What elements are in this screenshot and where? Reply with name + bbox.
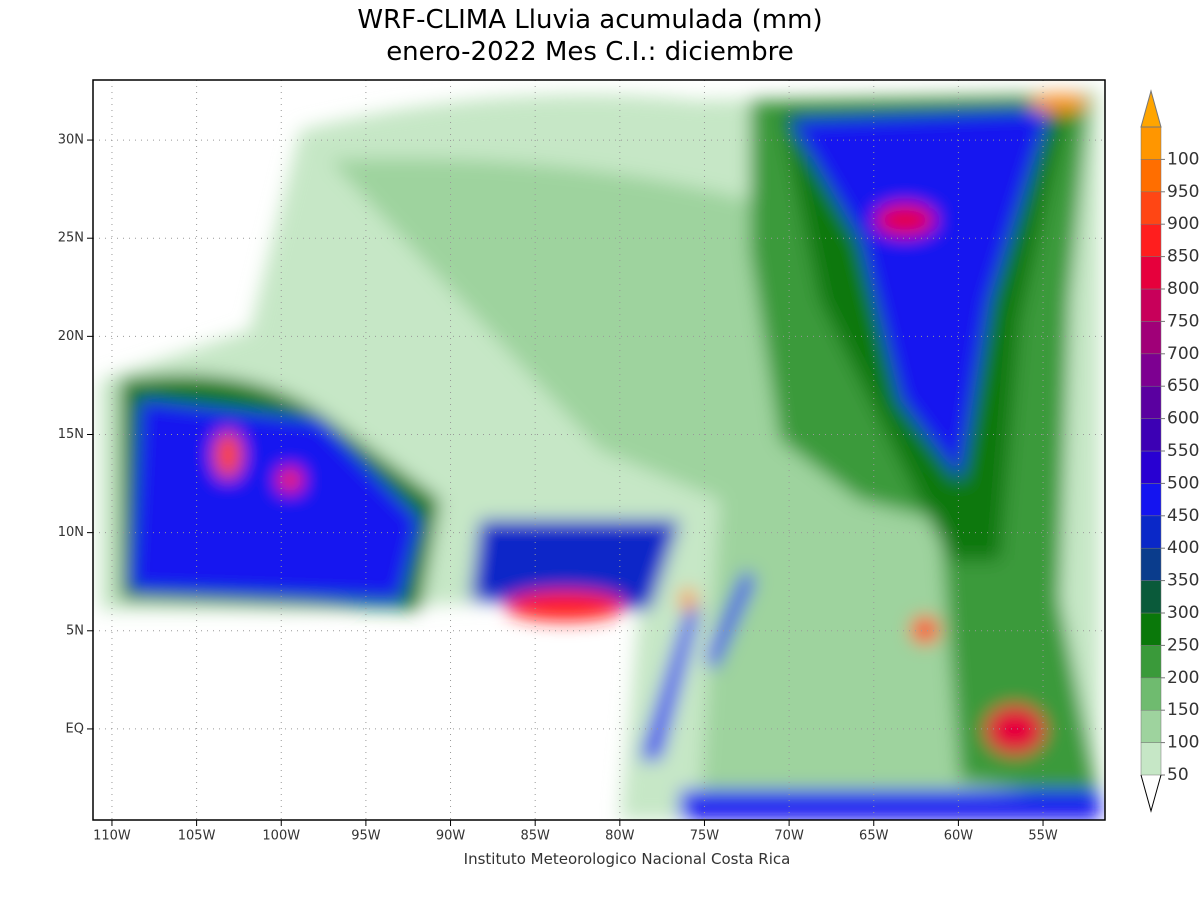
colorbar-box <box>1140 126 1162 160</box>
lat-tick-label: EQ <box>66 721 84 736</box>
colorbar-label: 500 <box>1167 473 1199 493</box>
colorbar-box <box>1140 353 1162 387</box>
lon-tick-label: 105W <box>178 829 216 844</box>
colorbar-label: 100 <box>1167 733 1199 753</box>
colorbar-label: 850 <box>1167 247 1199 267</box>
colorbar-under <box>1140 774 1162 813</box>
colorbar-label: 700 <box>1167 344 1199 364</box>
colorbar-box <box>1140 288 1162 322</box>
lon-tick-label: 90W <box>436 829 466 844</box>
lat-tick-label: 25N <box>58 231 84 246</box>
colorbar-box <box>1140 418 1162 452</box>
colorbar-label: 250 <box>1167 635 1199 655</box>
colorbar-label: 300 <box>1167 603 1199 623</box>
colorbar-label: 200 <box>1167 668 1199 688</box>
colorbar-over <box>1140 89 1162 128</box>
colorbar-label: 400 <box>1167 538 1199 558</box>
lat-tick-label: 10N <box>58 525 84 540</box>
colorbar-label: 50 <box>1167 765 1189 785</box>
colorbar-box <box>1140 709 1162 743</box>
lon-tick-label: 100W <box>262 829 300 844</box>
colorbar-box <box>1140 645 1162 679</box>
lon-tick-label: 80W <box>605 829 635 844</box>
colorbar-box <box>1140 677 1162 711</box>
colorbar-box <box>1140 223 1162 257</box>
colorbar-label: 950 <box>1167 182 1199 202</box>
graticule: 110W 105W 100W 95W 90W 85W 80W 75W 70W 65W 60W 55W E… <box>58 80 1105 844</box>
precip-field <box>93 80 1105 820</box>
colorbar-label: 450 <box>1167 506 1199 526</box>
colorbar-label: 800 <box>1167 279 1199 299</box>
lon-tick-label: 70W <box>774 829 804 844</box>
colorbar-box <box>1140 450 1162 484</box>
colorbar: 50 100 150 200 250 300 350 400 450 500 550 600 650 70… <box>1140 89 1200 813</box>
colorbar-box <box>1140 742 1162 776</box>
colorbar-label: 600 <box>1167 409 1199 429</box>
colorbar-label: 550 <box>1167 441 1199 461</box>
map-frame <box>92 79 1106 821</box>
colorbar-box <box>1140 321 1162 355</box>
lon-tick-label: 95W <box>351 829 381 844</box>
colorbar-label: 750 <box>1167 311 1199 331</box>
colorbar-box <box>1140 612 1162 646</box>
lat-tick-label: 30N <box>58 133 84 148</box>
colorbar-box <box>1140 547 1162 581</box>
colorbar-label: 150 <box>1167 700 1199 720</box>
colorbar-label: 650 <box>1167 376 1199 396</box>
colorbar-box <box>1140 483 1162 517</box>
lon-tick-label: 85W <box>520 829 550 844</box>
lat-tick-label: 5N <box>66 623 84 638</box>
lon-tick-label: 65W <box>859 829 889 844</box>
lon-tick-label: 110W <box>93 829 131 844</box>
lon-tick-label: 55W <box>1028 829 1058 844</box>
colorbar-box <box>1140 515 1162 549</box>
colorbar-label: 900 <box>1167 214 1199 234</box>
colorbar-box <box>1140 159 1162 193</box>
colorbar-box <box>1140 580 1162 614</box>
lat-tick-label: 20N <box>58 329 84 344</box>
title: WRF-CLIMA Lluvia acumulada (mm) <box>357 5 822 35</box>
subtitle: enero-2022 Mes C.I.: diciembre <box>386 37 794 67</box>
footer-credit: Instituto Meteorologico Nacional Costa R… <box>464 850 791 868</box>
colorbar-box <box>1140 256 1162 290</box>
colorbar-label: 1000 <box>1167 149 1200 169</box>
colorbar-label: 350 <box>1167 571 1199 591</box>
colorbar-box <box>1140 385 1162 419</box>
colorbar-box <box>1140 191 1162 225</box>
lon-tick-label: 60W <box>944 829 974 844</box>
lat-tick-label: 15N <box>58 427 84 442</box>
lon-tick-label: 75W <box>690 829 720 844</box>
